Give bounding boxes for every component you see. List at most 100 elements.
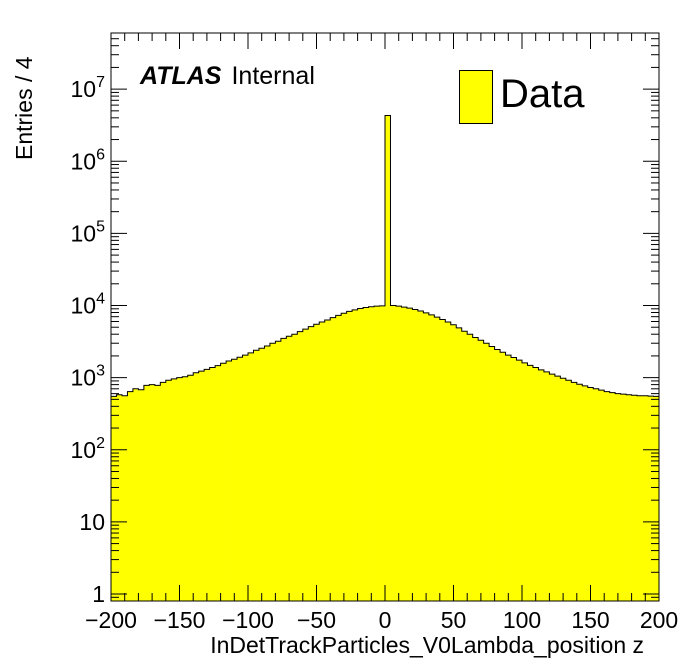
histogram-bar: [220, 363, 227, 601]
histogram-bar: [275, 341, 282, 601]
histogram-bar: [165, 380, 172, 601]
histogram-bar: [143, 385, 150, 601]
y-tick-label: 106: [71, 146, 106, 174]
histogram-bar: [532, 367, 539, 601]
histogram-bar: [439, 319, 446, 601]
x-tick-label: 150: [571, 607, 609, 633]
histogram-bar: [302, 329, 309, 601]
histogram-bar: [127, 391, 134, 601]
histogram-bar: [527, 365, 534, 601]
histogram-bar: [609, 392, 616, 601]
histogram-bar: [242, 355, 249, 601]
histogram-bar: [554, 376, 561, 601]
y-axis-title: Entries / 4: [11, 56, 37, 160]
histogram-bar: [198, 371, 205, 601]
x-tick-label: 0: [379, 607, 392, 633]
histogram-bar: [445, 322, 452, 601]
histogram-bar: [494, 349, 501, 601]
atlas-label: ATLAS Internal: [140, 62, 315, 91]
atlas-status-label: Internal: [231, 62, 315, 90]
histogram-bar: [363, 307, 369, 601]
x-tick-label: −100: [222, 607, 274, 633]
histogram-bar: [467, 334, 474, 601]
histogram-bar: [604, 391, 611, 601]
histogram-bar: [352, 309, 358, 601]
histogram-bar: [543, 371, 550, 601]
histogram-bar: [637, 395, 643, 601]
histogram-bar: [111, 396, 117, 601]
histogram-bar: [626, 394, 632, 601]
histogram-bar: [620, 394, 627, 601]
histogram-bar: [434, 317, 441, 601]
histogram-bar: [571, 382, 578, 601]
histogram-bar: [308, 326, 315, 601]
histogram-bar: [549, 374, 556, 601]
histogram-bar: [478, 340, 484, 601]
histogram-bar: [516, 360, 523, 601]
histogram-bar: [500, 352, 506, 601]
y-tick-label: 103: [71, 363, 106, 391]
histogram-bar: [428, 314, 435, 601]
histogram-bar: [406, 308, 413, 601]
histogram-bar: [319, 322, 326, 601]
histogram-bar: [615, 393, 621, 601]
histogram-bar: [401, 307, 408, 601]
histogram-bar: [631, 395, 638, 601]
y-tick-label: 102: [71, 435, 106, 463]
atlas-experiment-label: ATLAS: [140, 62, 222, 90]
histogram-bar: [587, 387, 594, 601]
histogram-bar: [121, 395, 128, 601]
histogram-bar: [160, 382, 167, 601]
histogram-bar: [472, 337, 479, 601]
histogram-bar: [226, 361, 232, 601]
x-tick-label: 100: [503, 607, 541, 633]
x-tick-label: −200: [85, 607, 137, 633]
histogram-bar: [187, 375, 194, 601]
histogram-bar: [390, 305, 397, 601]
y-axis-title-box: Entries / 4: [11, 56, 37, 160]
histogram-bar: [237, 357, 243, 601]
histogram-bar: [653, 396, 660, 601]
y-tick-label: 1: [92, 581, 105, 607]
histogram-bar: [565, 380, 572, 601]
histogram-bar: [511, 357, 517, 601]
histogram-bar: [171, 378, 178, 601]
histogram-bar: [341, 313, 347, 601]
histogram-bar: [582, 385, 589, 601]
y-tick-label: 107: [71, 74, 106, 102]
histogram-bar: [253, 350, 260, 601]
histogram-bar: [379, 305, 386, 601]
histogram-bar: [280, 338, 287, 601]
y-tick-label: 104: [71, 291, 106, 319]
histogram-bar: [642, 395, 649, 601]
histogram-bar: [576, 384, 583, 601]
histogram-bar: [116, 394, 123, 601]
y-tick-label: 105: [71, 218, 106, 246]
histogram-bar: [385, 115, 391, 601]
histogram-bar: [648, 396, 654, 601]
histogram-bar: [598, 390, 605, 601]
histogram-bar: [346, 311, 353, 601]
histogram-bar: [176, 377, 183, 601]
histogram-bar: [286, 336, 293, 601]
histogram-bar: [313, 324, 320, 601]
histogram-bar: [593, 388, 600, 601]
histogram-bar: [560, 378, 567, 601]
histogram-bar: [412, 309, 419, 601]
x-axis-title: InDetTrackParticles_V0Lambda_position z: [210, 632, 644, 658]
histogram-bar: [489, 346, 495, 601]
histogram-bar: [335, 315, 342, 601]
histogram-bar: [269, 343, 276, 601]
histogram-bar: [154, 385, 161, 601]
histogram-bar: [132, 388, 139, 601]
histogram-bar: [258, 348, 265, 601]
histogram-bar: [231, 359, 238, 601]
histogram-bar: [264, 345, 271, 601]
histogram-bar: [461, 331, 468, 601]
histogram-bar: [374, 306, 380, 601]
histogram-outline: [110, 115, 660, 601]
x-tick-label: 50: [441, 607, 467, 633]
histogram-bar: [204, 369, 210, 601]
x-tick-label: −150: [154, 607, 206, 633]
